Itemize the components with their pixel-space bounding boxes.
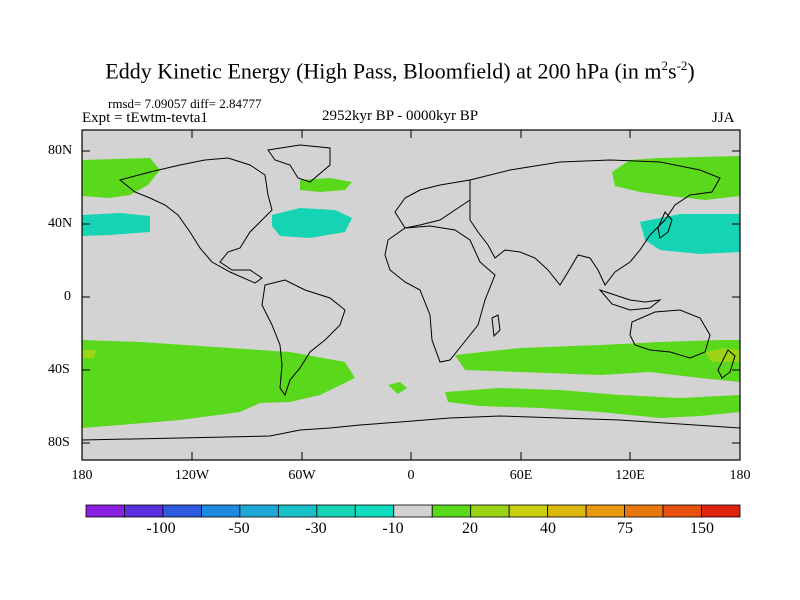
x-tick-label: 120E <box>615 468 645 483</box>
colorbar-box <box>431 504 472 518</box>
yellow-green-patch-west <box>82 350 96 358</box>
west-atlantic-midlat <box>272 208 352 238</box>
colorbar-box <box>239 504 279 518</box>
colorbar-box <box>316 504 356 518</box>
y-tick-label: 0 <box>64 289 71 304</box>
south-pacific-band <box>82 340 355 428</box>
stats-line: rmsd= 7.09057 diff= 2.84777 <box>108 96 262 111</box>
title-unit-sup1: 2 <box>661 58 669 73</box>
east-pacific-midlat <box>82 213 150 236</box>
coast-africa <box>384 225 496 363</box>
south-indian-band <box>455 340 740 382</box>
north-pacific-band <box>82 158 160 198</box>
colorbar-box <box>277 504 318 518</box>
axis-ticks <box>82 130 740 460</box>
coast-south-america <box>261 279 346 397</box>
chart-title: Eddy Kinetic Energy (High Pass, Bloomfie… <box>0 58 800 84</box>
colorbar-label: -100 <box>146 520 176 537</box>
x-tick-label: 60W <box>288 468 316 483</box>
colorbar-box <box>508 504 549 518</box>
colorbar-label: 150 <box>690 520 714 537</box>
japan-midlat <box>640 214 740 254</box>
colorbar-label: -10 <box>382 520 404 537</box>
colorbar-box <box>470 504 510 518</box>
coast-new-zealand <box>717 349 736 379</box>
x-tick-label: 180 <box>71 468 93 483</box>
colorbar-box <box>201 504 241 518</box>
y-tick-label: 40S <box>48 362 70 377</box>
title-unit-mid: s <box>668 58 677 84</box>
title-main: Eddy Kinetic Energy (High Pass, Bloomfie… <box>105 58 662 84</box>
period-label: 2952kyr BP - 0000kyr BP <box>321 108 479 124</box>
colorbar-box <box>162 504 202 518</box>
colorbar-box <box>124 504 164 518</box>
colorbar-box <box>662 504 702 518</box>
north-asia-band <box>612 156 740 200</box>
coastlines <box>81 144 741 441</box>
coast-asia <box>469 159 721 286</box>
x-tick-label: 180 <box>729 468 751 483</box>
colorbar-box <box>354 504 395 518</box>
high-south-band <box>445 388 740 418</box>
colorbar-label: -30 <box>305 520 327 537</box>
colorbar-box <box>393 504 433 518</box>
colorbar-label: 40 <box>540 520 556 537</box>
colorbar <box>85 504 741 518</box>
colorbar-box <box>701 504 741 518</box>
small-south-patch <box>388 382 407 394</box>
colorbar-box <box>547 504 587 518</box>
colorbar-label: -50 <box>228 520 250 537</box>
experiment-label: Expt = tEwtm-tevta1 <box>82 110 208 126</box>
coast-north-america <box>118 157 273 284</box>
colorbar-box <box>85 504 125 518</box>
x-tick-label: 0 <box>407 468 415 483</box>
colorbar-label: 75 <box>617 520 633 537</box>
y-tick-label: 80S <box>48 435 70 450</box>
x-tick-label: 60E <box>509 468 533 483</box>
colorbar-box <box>624 504 664 518</box>
yellow-green-patch-east <box>705 348 740 362</box>
coast-antarctica <box>81 415 741 441</box>
x-tick-label: 120W <box>174 468 210 483</box>
colorbar-box <box>585 504 625 518</box>
y-tick-label: 80N <box>48 143 73 158</box>
coast-australia <box>629 309 711 359</box>
coast-madagascar <box>491 314 501 338</box>
coast-indonesia <box>598 288 662 311</box>
season-label: JJA <box>712 110 735 126</box>
y-tick-label: 40N <box>48 216 73 231</box>
title-unit-end: ) <box>687 58 695 84</box>
coast-greenland <box>267 144 331 183</box>
title-unit-sup2: -2 <box>676 58 688 73</box>
coast-japan <box>657 211 673 239</box>
north-atlantic-band <box>300 178 352 192</box>
colorbar-label: 20 <box>462 520 478 537</box>
